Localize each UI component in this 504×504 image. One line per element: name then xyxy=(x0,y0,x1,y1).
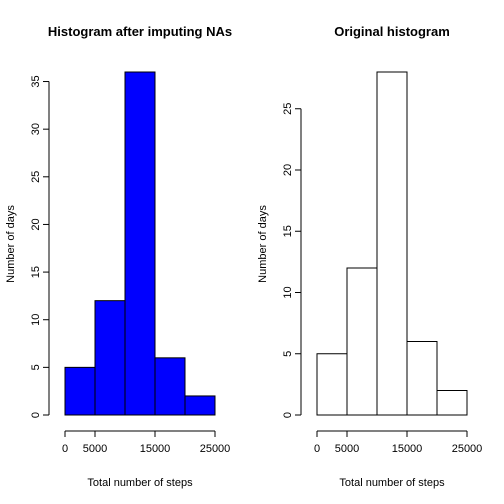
original-y-tick-label: 20 xyxy=(282,164,294,176)
imputed-bar-1 xyxy=(64,366,96,416)
imputed-x-tick-label: 5000 xyxy=(83,443,107,455)
original-bar-2 xyxy=(346,267,378,416)
original-y-tick-label: 0 xyxy=(282,412,294,418)
imputed-x-tick-label: 15000 xyxy=(140,443,171,455)
imputed-bar-5 xyxy=(184,395,216,416)
histogram-imputed-xlabel: Total number of steps xyxy=(87,477,193,489)
original-bar-4 xyxy=(406,341,438,416)
histogram-original-ylabel: Number of days xyxy=(257,205,269,283)
histogram-imputed-ylabel: Number of days xyxy=(5,205,17,283)
imputed-bar-4 xyxy=(154,357,186,416)
imputed-bar-2 xyxy=(94,300,126,416)
histogram-imputed-title: Histogram after imputing NAs xyxy=(48,24,232,39)
original-x-tick-label: 25000 xyxy=(452,443,483,455)
imputed-y-tick-label: 25 xyxy=(30,171,42,183)
imputed-y-tick-label: 5 xyxy=(30,364,42,370)
histogram-original-xlabel: Total number of steps xyxy=(339,477,445,489)
imputed-x-tick-label: 0 xyxy=(62,443,68,455)
original-y-tick-label: 25 xyxy=(282,103,294,115)
original-bar-3 xyxy=(376,71,408,416)
original-x-tick-label: 5000 xyxy=(335,443,359,455)
imputed-y-tick-label: 30 xyxy=(30,123,42,135)
imputed-x-tick-label: 25000 xyxy=(200,443,231,455)
imputed-y-tick-label: 20 xyxy=(30,218,42,230)
original-y-tick-label: 15 xyxy=(282,225,294,237)
imputed-y-tick-label: 35 xyxy=(30,75,42,87)
original-bar-1 xyxy=(316,353,348,416)
original-y-tick-label: 5 xyxy=(282,351,294,357)
histogram-imputed-panel: Histogram after imputing NAs Total numbe… xyxy=(5,24,232,489)
original-bar-5 xyxy=(436,390,468,416)
histogram-original-panel: Original histogram Total number of steps… xyxy=(257,24,482,489)
imputed-y-tick-label: 15 xyxy=(30,266,42,278)
original-x-tick-label: 15000 xyxy=(392,443,423,455)
imputed-y-tick-label: 0 xyxy=(30,412,42,418)
original-y-tick-label: 10 xyxy=(282,286,294,298)
imputed-y-tick-label: 10 xyxy=(30,314,42,326)
histogram-original-title: Original histogram xyxy=(334,24,450,39)
original-x-tick-label: 0 xyxy=(314,443,320,455)
imputed-bar-3 xyxy=(124,71,156,416)
